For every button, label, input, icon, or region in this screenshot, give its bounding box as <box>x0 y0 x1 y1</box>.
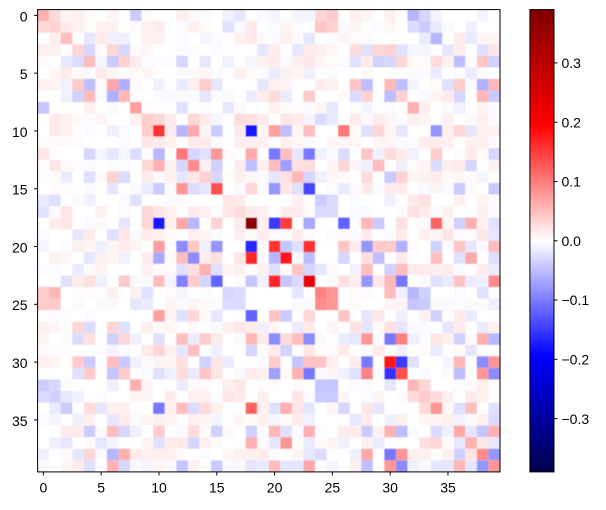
svg-text:30: 30 <box>12 355 28 371</box>
svg-text:−0.2: −0.2 <box>562 351 590 367</box>
svg-text:20: 20 <box>12 239 28 255</box>
svg-text:10: 10 <box>12 124 28 140</box>
svg-text:25: 25 <box>325 480 341 496</box>
svg-text:0: 0 <box>20 8 28 24</box>
svg-text:10: 10 <box>151 480 167 496</box>
svg-text:−0.1: −0.1 <box>562 292 590 308</box>
svg-text:25: 25 <box>12 297 28 313</box>
svg-text:0.3: 0.3 <box>562 55 582 71</box>
svg-text:5: 5 <box>97 480 105 496</box>
svg-text:0.2: 0.2 <box>562 114 582 130</box>
svg-text:5: 5 <box>20 66 28 82</box>
svg-text:30: 30 <box>382 480 398 496</box>
svg-text:15: 15 <box>12 182 28 198</box>
svg-text:20: 20 <box>267 480 283 496</box>
svg-text:0.0: 0.0 <box>562 233 582 249</box>
svg-text:35: 35 <box>12 413 28 429</box>
svg-text:35: 35 <box>440 480 456 496</box>
svg-text:0: 0 <box>39 480 47 496</box>
svg-text:15: 15 <box>209 480 225 496</box>
svg-text:0.1: 0.1 <box>562 174 582 190</box>
svg-text:−0.3: −0.3 <box>562 411 590 427</box>
